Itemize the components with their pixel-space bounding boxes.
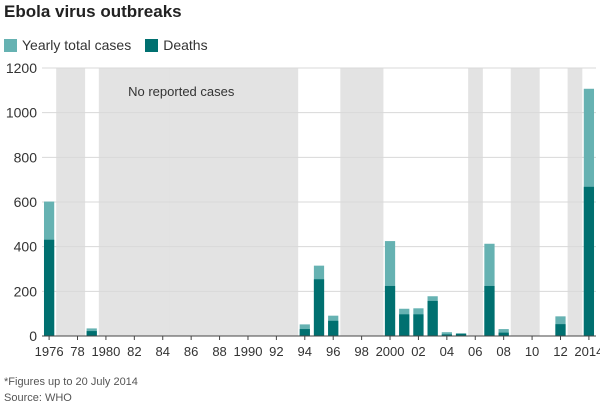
bar-deaths xyxy=(498,332,509,336)
bar-total-cases xyxy=(498,329,509,336)
bar-deaths xyxy=(328,320,339,336)
bar-deaths xyxy=(555,324,566,336)
legend: Yearly total cases Deaths xyxy=(4,37,222,53)
bar-deaths xyxy=(413,314,424,336)
bar-deaths xyxy=(455,333,467,336)
chart-title: Ebola virus outbreaks xyxy=(4,2,182,21)
bar-total-cases xyxy=(441,332,452,336)
legend-item-cases: Yearly total cases xyxy=(4,37,131,53)
bar-deaths xyxy=(384,285,396,336)
y-tick-label: 800 xyxy=(14,149,38,165)
x-tick-label: 08 xyxy=(496,344,510,359)
bar-layer xyxy=(43,88,595,337)
x-tick-label: 04 xyxy=(440,344,454,359)
x-tick-label: 82 xyxy=(127,344,141,359)
x-tick-label: 98 xyxy=(354,344,368,359)
legend-label-cases: Yearly total cases xyxy=(22,37,132,53)
y-tick-label: 600 xyxy=(14,194,38,210)
y-tick-label: 400 xyxy=(14,239,38,255)
bar-deaths xyxy=(427,300,438,336)
footnote: *Figures up to 20 July 2014 xyxy=(4,376,138,388)
x-tick-label: 1980 xyxy=(91,344,120,359)
bar-deaths xyxy=(313,279,325,336)
bar-deaths xyxy=(441,334,452,336)
legend-item-deaths: Deaths xyxy=(145,37,208,53)
bar-deaths xyxy=(86,331,97,336)
legend-swatch-deaths xyxy=(145,38,159,52)
y-tick-label: 1000 xyxy=(6,105,37,121)
x-tick-label: 06 xyxy=(468,344,482,359)
x-tick-label: 78 xyxy=(70,344,84,359)
x-tick-label: 1976 xyxy=(35,344,64,359)
x-tick-label: 2000 xyxy=(376,344,405,359)
bar-deaths xyxy=(299,329,310,336)
gridline-layer xyxy=(42,67,596,292)
x-tick-label: 2014 xyxy=(574,344,600,359)
legend-swatch-cases xyxy=(4,38,17,52)
x-tick-label: 1990 xyxy=(234,344,263,359)
label-layer: 0 200 400 600 800 1000 1200 1976 78 1980 82 84 86 88 1… xyxy=(6,60,600,359)
bar-deaths xyxy=(583,186,595,336)
y-tick-label: 0 xyxy=(29,328,37,344)
x-tick-label: 92 xyxy=(269,344,283,359)
x-tick-label: 96 xyxy=(326,344,340,359)
y-tick-label: 1200 xyxy=(6,60,37,76)
bar-deaths xyxy=(399,314,410,336)
axis-layer xyxy=(42,335,596,340)
x-tick-label: 94 xyxy=(298,344,312,359)
no-reported-cases-annotation: No reported cases xyxy=(128,84,235,99)
x-tick-label: 86 xyxy=(184,344,198,359)
legend-label-deaths: Deaths xyxy=(163,37,208,53)
y-tick-label: 200 xyxy=(14,283,38,299)
source-note: Source: WHO xyxy=(4,392,72,404)
x-tick-label: 02 xyxy=(411,344,425,359)
x-tick-label: 12 xyxy=(553,344,567,359)
x-tick-label: 10 xyxy=(525,344,539,359)
x-tick-label: 84 xyxy=(156,344,170,359)
x-tick-label: 88 xyxy=(212,344,226,359)
bar-deaths xyxy=(484,285,495,336)
bar-deaths xyxy=(43,239,55,336)
